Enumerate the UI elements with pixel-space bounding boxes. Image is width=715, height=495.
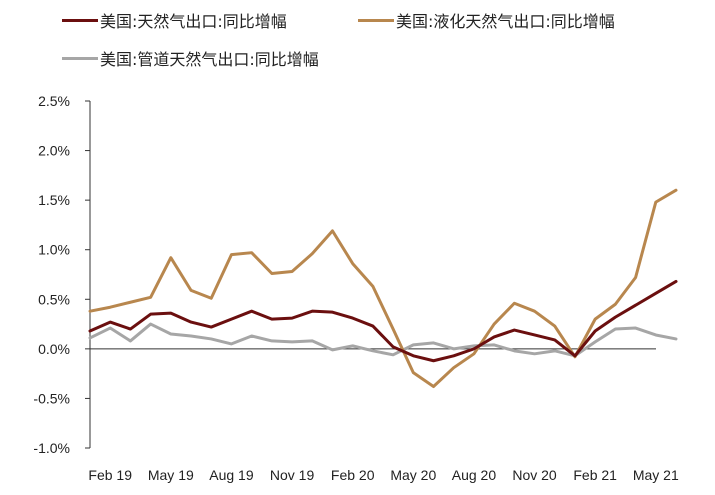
- legend-swatch-total: [62, 18, 98, 22]
- y-tick-label: 2.5%: [38, 93, 70, 109]
- x-tick-label: May 21: [633, 467, 679, 483]
- x-tick-label: Feb 19: [88, 467, 132, 483]
- x-tick-label: Aug 20: [452, 467, 497, 483]
- x-tick-label: May 19: [148, 467, 194, 483]
- x-tick-label: Feb 20: [331, 467, 375, 483]
- x-tick-label: Aug 19: [209, 467, 254, 483]
- y-tick-label: -0.5%: [33, 390, 70, 406]
- legend-swatch-pipeline: [62, 56, 98, 60]
- x-tick-label: Nov 20: [512, 467, 557, 483]
- legend-label-lng: 美国:液化天然气出口:同比增幅: [396, 12, 615, 31]
- series-line-lng: [88, 188, 678, 389]
- legend-item-total: 美国:天然气出口:同比增幅: [62, 8, 287, 32]
- legend-item-lng: 美国:液化天然气出口:同比增幅: [358, 8, 615, 32]
- y-tick-label: 0.0%: [38, 341, 70, 357]
- y-tick-label: 1.5%: [38, 192, 70, 208]
- legend-label-total: 美国:天然气出口:同比增幅: [100, 12, 287, 31]
- legend-item-pipeline: 美国:管道天然气出口:同比增幅: [62, 46, 319, 70]
- legend-label-pipeline: 美国:管道天然气出口:同比增幅: [100, 50, 319, 69]
- y-tick-label: 2.0%: [38, 143, 70, 159]
- legend: 美国:天然气出口:同比增幅 美国:液化天然气出口:同比增幅 美国:管道天然气出口…: [0, 0, 715, 80]
- series-line-total: [88, 279, 678, 363]
- y-tick-label: 0.5%: [38, 291, 70, 307]
- y-tick-label: -1.0%: [33, 440, 70, 456]
- legend-swatch-lng: [358, 18, 394, 22]
- y-tick-label: 1.0%: [38, 242, 70, 258]
- x-tick-label: Nov 19: [270, 467, 315, 483]
- x-tick-label: Feb 21: [573, 467, 617, 483]
- x-tick-label: May 20: [390, 467, 436, 483]
